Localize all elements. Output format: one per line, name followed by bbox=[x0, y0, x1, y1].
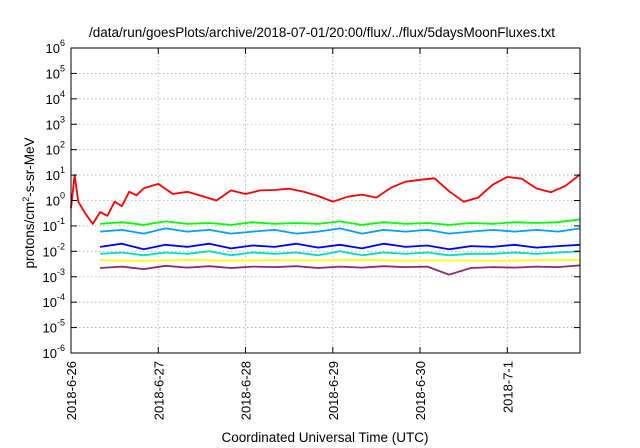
series-group bbox=[70, 173, 581, 276]
y-tick-label-exponent: 2 bbox=[60, 140, 65, 150]
y-tick-label: 10-5 bbox=[43, 318, 65, 336]
series-line-6 bbox=[100, 258, 581, 262]
y-tick-label-base: 10 bbox=[43, 346, 57, 361]
chart-title: /data/run/goesPlots/archive/2018-07-01/2… bbox=[89, 25, 555, 40]
y-axis-label-superscript: 2 bbox=[21, 197, 31, 202]
y-tick-label: 103 bbox=[46, 114, 65, 132]
y-tick-label-exponent: -5 bbox=[57, 318, 65, 328]
y-tick-label-exponent: -6 bbox=[57, 343, 65, 353]
y-tick-label-base: 10 bbox=[43, 270, 57, 285]
y-tick-label-exponent: 3 bbox=[60, 114, 65, 124]
y-tick-label-base: 10 bbox=[46, 92, 60, 107]
y-tick-label-exponent: 5 bbox=[60, 63, 65, 73]
y-tick-label-base: 10 bbox=[46, 66, 60, 81]
y-tick-label: 10-1 bbox=[43, 216, 65, 234]
series-line-3 bbox=[100, 227, 581, 235]
y-tick-label-exponent: -3 bbox=[57, 267, 65, 277]
y-tick-label-base: 10 bbox=[46, 168, 60, 183]
grid bbox=[71, 48, 580, 353]
y-axis-label-prefix: protons/cm bbox=[22, 202, 37, 269]
y-tick-label: 100 bbox=[46, 191, 65, 209]
x-tick-label: 2018-6-26 bbox=[64, 361, 79, 420]
y-tick-label-base: 10 bbox=[43, 219, 57, 234]
y-tick-label-base: 10 bbox=[46, 194, 60, 209]
y-tick-label: 10-2 bbox=[43, 241, 65, 259]
y-tick-label-exponent: -1 bbox=[57, 216, 65, 226]
y-tick-label: 10-6 bbox=[43, 343, 65, 361]
x-tick-label: 2018-7-1 bbox=[500, 361, 515, 413]
y-tick-label-exponent: 4 bbox=[60, 89, 65, 99]
y-tick-label-base: 10 bbox=[46, 41, 60, 56]
y-axis-label-suffix: -s-sr-MeV bbox=[22, 137, 37, 196]
series-line-7 bbox=[100, 264, 581, 276]
y-tick-label-exponent: -4 bbox=[57, 292, 65, 302]
y-tick-label: 101 bbox=[46, 165, 65, 183]
y-tick-label-base: 10 bbox=[43, 244, 57, 259]
y-tick-label-exponent: 0 bbox=[60, 191, 65, 201]
y-tick-label: 10-4 bbox=[43, 292, 65, 310]
y-tick-label: 102 bbox=[46, 140, 65, 158]
y-tick-labels: 10-610-510-410-310-210-11001011021031041… bbox=[43, 38, 65, 361]
y-tick-label: 104 bbox=[46, 89, 65, 107]
series-line-1 bbox=[70, 173, 581, 225]
y-tick-label: 10-3 bbox=[43, 267, 65, 285]
series-line-4 bbox=[99, 242, 581, 251]
y-tick-label: 106 bbox=[46, 38, 65, 56]
y-tick-label-base: 10 bbox=[46, 117, 60, 132]
y-tick-label-exponent: 6 bbox=[60, 38, 65, 48]
x-tick-label: 2018-6-27 bbox=[151, 361, 166, 420]
x-axis-label: Coordinated Universal Time (UTC) bbox=[221, 430, 428, 445]
y-axis-label: protons/cm2-s-sr-MeV bbox=[21, 137, 37, 268]
y-tick-label-exponent: -2 bbox=[57, 241, 65, 251]
y-tick-label-exponent: 1 bbox=[60, 165, 65, 175]
series-line-2 bbox=[100, 218, 581, 226]
x-tick-labels: 2018-6-26 2018-6-27 2018-6-28 2018-6-29 2018… bbox=[64, 361, 515, 420]
x-tick-label: 2018-6-30 bbox=[413, 361, 428, 420]
y-tick-label-base: 10 bbox=[43, 295, 57, 310]
x-tick-label: 2018-6-28 bbox=[239, 361, 254, 420]
ticks bbox=[70, 47, 580, 354]
y-tick-label-base: 10 bbox=[46, 143, 60, 158]
y-tick-label: 105 bbox=[46, 63, 65, 81]
series-line-5 bbox=[100, 250, 581, 257]
y-tick-label-base: 10 bbox=[43, 321, 57, 336]
x-tick-label: 2018-6-29 bbox=[326, 361, 341, 420]
